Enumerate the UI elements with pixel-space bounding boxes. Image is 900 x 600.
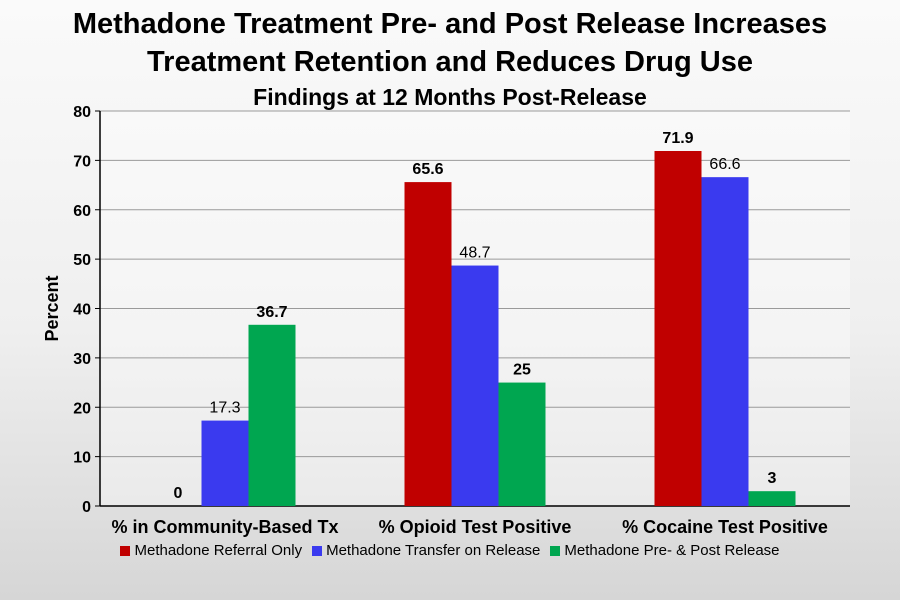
bar-transfer <box>201 420 249 506</box>
x-tick-label: % Opioid Test Positive <box>379 517 572 537</box>
data-label: 48.7 <box>459 245 490 262</box>
legend-label-transfer: Methadone Transfer on Release <box>326 542 541 559</box>
y-tick-label: 20 <box>73 400 91 417</box>
y-axis-label: Percent <box>42 275 62 341</box>
y-tick-label: 10 <box>73 450 91 467</box>
bar-pre-post <box>498 382 546 506</box>
x-tick-label: % in Community-Based Tx <box>111 517 338 537</box>
bar-referral <box>654 150 702 506</box>
data-label: 66.6 <box>709 156 740 173</box>
y-tick-label: 60 <box>73 203 91 220</box>
bar-referral <box>404 182 452 506</box>
data-label: 17.3 <box>209 400 240 417</box>
chart-subtitle: Findings at 12 Months Post-Release <box>253 84 647 110</box>
y-tick-label: 30 <box>73 351 91 368</box>
y-tick-label: 0 <box>82 499 91 516</box>
y-tick-label: 80 <box>73 104 91 121</box>
data-label: 3 <box>768 470 777 487</box>
legend-item-referral: Methadone Referral Only <box>120 542 302 559</box>
legend-item-pre-post: Methadone Pre- & Post Release <box>550 542 780 559</box>
bar-pre-post <box>748 491 796 506</box>
legend: Methadone Referral Only Methadone Transf… <box>0 542 900 559</box>
chart-title-line-2: Treatment Retention and Reduces Drug Use <box>147 46 753 78</box>
bar-transfer <box>701 177 749 506</box>
data-label: 71.9 <box>662 130 693 147</box>
bar-pre-post <box>248 324 296 506</box>
y-tick-label: 50 <box>73 252 91 269</box>
chart-title-line-1: Methadone Treatment Pre- and Post Releas… <box>72 8 828 40</box>
legend-swatch-transfer <box>312 545 323 556</box>
bar-transfer <box>451 265 499 506</box>
legend-swatch-pre-post <box>550 545 561 556</box>
data-label: 25 <box>513 362 531 379</box>
y-tick-label: 40 <box>73 302 91 319</box>
legend-label-pre-post: Methadone Pre- & Post Release <box>564 542 780 559</box>
legend-label-referral: Methadone Referral Only <box>134 542 303 559</box>
data-label: 65.6 <box>412 161 443 178</box>
data-label: 36.7 <box>256 304 287 321</box>
legend-swatch-referral <box>120 545 131 556</box>
legend-item-transfer: Methadone Transfer on Release <box>312 542 540 559</box>
x-tick-label: % Cocaine Test Positive <box>622 517 828 537</box>
y-tick-label: 70 <box>73 153 91 170</box>
data-label: 0 <box>174 485 183 502</box>
